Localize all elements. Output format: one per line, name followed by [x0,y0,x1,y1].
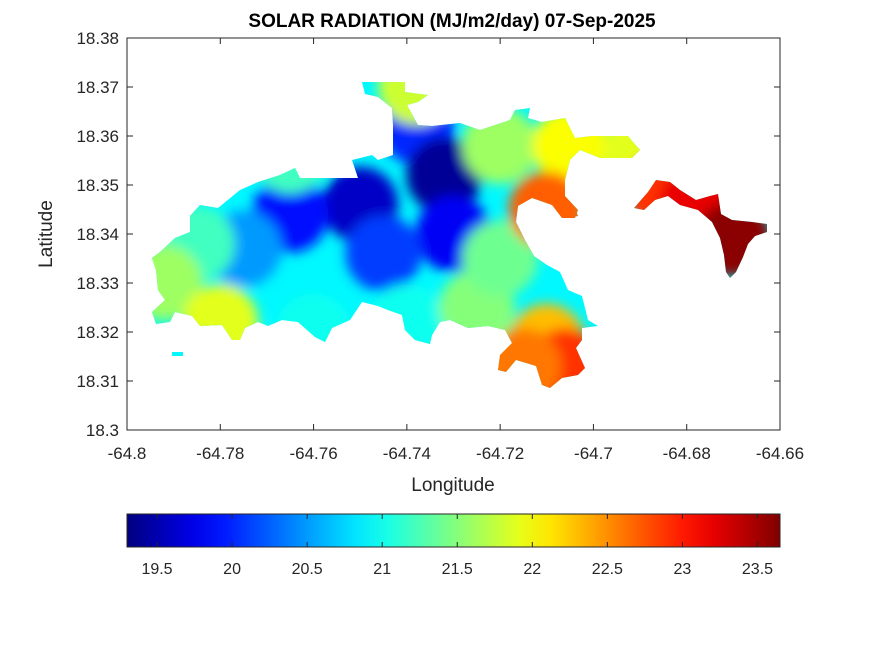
colorbar-tick-label: 23 [674,561,692,578]
x-tick-label: -64.78 [196,444,244,463]
heat-sample-8 [152,245,203,321]
y-tick-label: 18.3 [86,421,119,440]
y-tick-label: 18.36 [76,127,119,146]
x-tick-label: -64.8 [108,444,147,463]
x-tick-label: -64.72 [476,444,524,463]
x-tick-label: -64.66 [756,444,804,463]
x-tick-label: -64.74 [383,444,431,463]
colorbar [126,513,781,548]
y-tick-label: 18.31 [76,372,119,391]
x-tick-label: -64.68 [663,444,711,463]
y-tick-label: 18.33 [76,274,119,293]
colorbar-ticks: 19.5 20 20.5 21 21.5 22 22.5 23 23.5 [141,514,773,578]
colorbar-tick-label: 23.5 [742,561,773,578]
y-tick-label: 18.32 [76,323,119,342]
y-tick-label: 18.38 [76,29,119,48]
y-axis: 18.3 18.31 18.32 18.33 18.34 18.35 18.36 18.37 1… [76,29,780,440]
x-tick-label: -64.7 [574,444,613,463]
colorbar-tick-label: 22.5 [592,561,623,578]
chart-title: SOLAR RADIATION (MJ/m2/day) 07-Sep-2025 [248,11,656,32]
heat-sample-5 [345,215,422,292]
x-tick-label: -64.76 [289,444,337,463]
heat-sample-13 [462,220,539,297]
x-axis-title: Longitude [411,475,494,496]
colorbar-tick-label: 21.5 [442,561,473,578]
colorbar-tick-label: 19.5 [141,561,172,578]
colorbar-tick-label: 21 [373,561,391,578]
y-tick-label: 18.34 [76,225,119,244]
heat-sample-1 [406,137,483,214]
y-tick-label: 18.35 [76,176,119,195]
colorbar-tick-label: 20 [223,561,241,578]
colorbar-tick-label: 22 [523,561,541,578]
y-axis-title: Latitude [36,200,57,268]
x-axis: -64.8 -64.78 -64.76 -64.74 -64.72 -64.7 -64.68… [108,38,804,463]
colorbar-tick-label: 20.5 [292,561,323,578]
y-tick-label: 18.37 [76,78,119,97]
